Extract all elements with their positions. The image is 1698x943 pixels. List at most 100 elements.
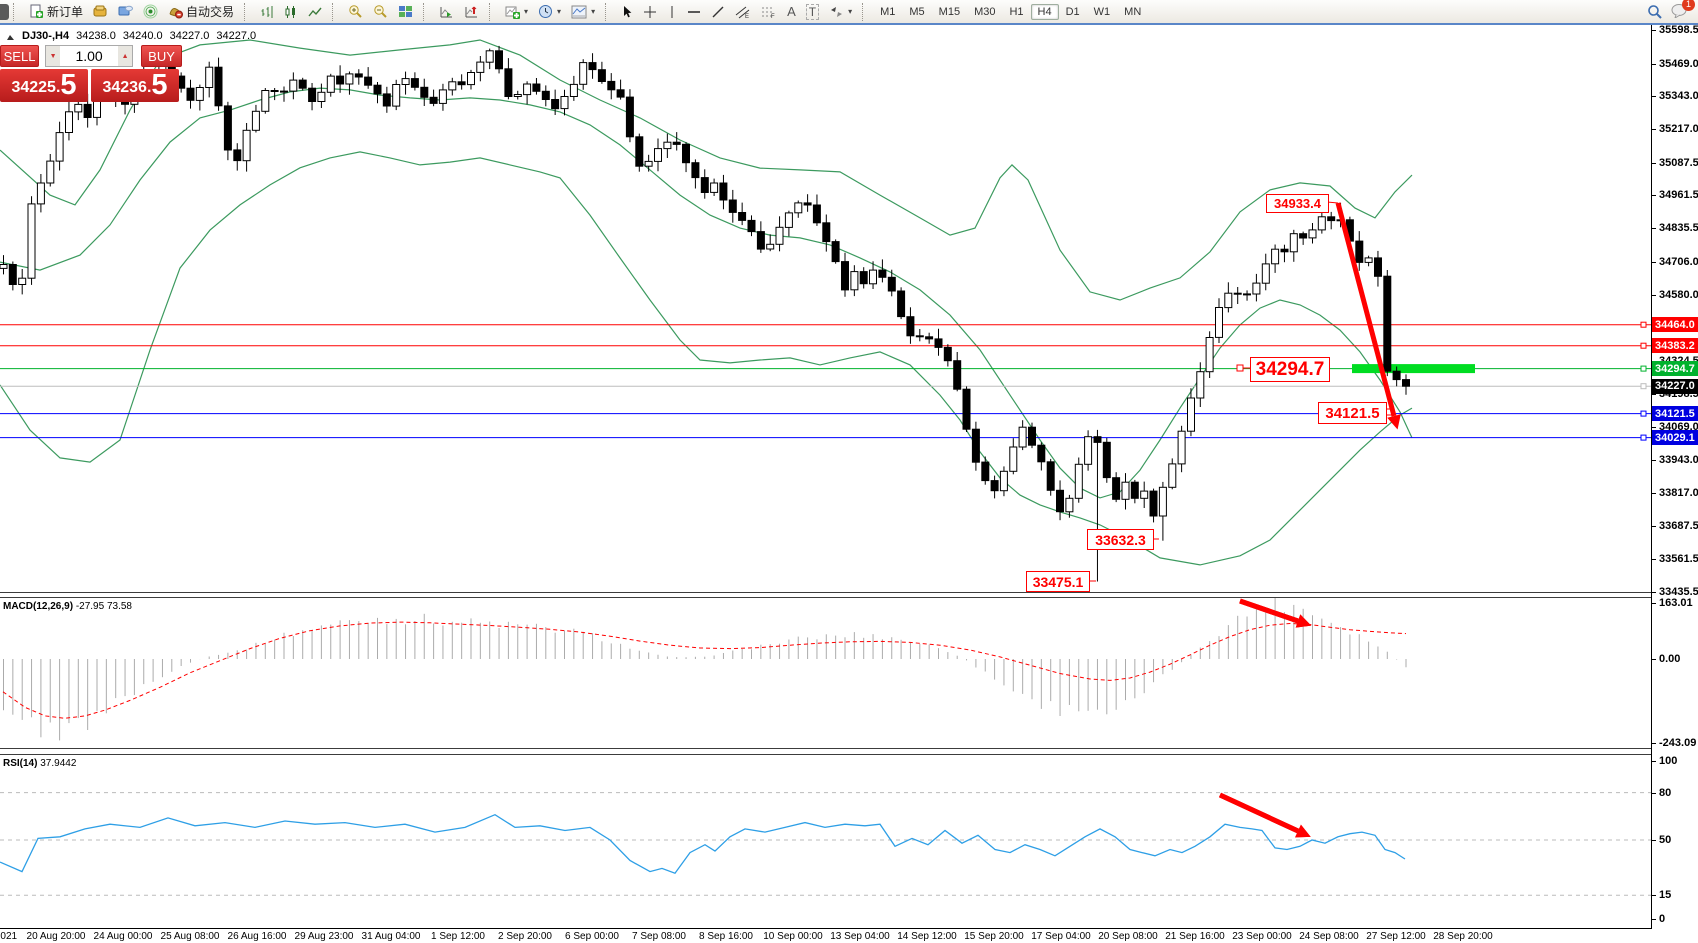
toolbar-separator	[244, 2, 250, 21]
support-highlight-bar[interactable]	[1352, 364, 1475, 374]
crosshair-button[interactable]	[638, 1, 662, 23]
lot-increase-button[interactable]: ▲	[118, 46, 133, 66]
line-handle[interactable]	[1640, 342, 1647, 349]
timeframe-d1-button[interactable]: D1	[1065, 5, 1080, 18]
time-axis-label: 23 Sep 00:00	[1232, 931, 1292, 942]
line-handle[interactable]	[1640, 365, 1647, 372]
buy-button[interactable]: BUY	[141, 45, 182, 67]
timeframe-w1-button[interactable]: W1	[1093, 5, 1111, 18]
rsi-tick-mark	[1652, 919, 1656, 920]
horizontal-line-button[interactable]	[682, 1, 706, 23]
price-annotation-label[interactable]: 33632.3	[1087, 529, 1154, 550]
line-handle[interactable]	[1640, 434, 1647, 441]
periods-button[interactable]: ▾	[533, 1, 566, 23]
timeframe-mn-button[interactable]: MN	[1124, 5, 1142, 18]
sell-price-display[interactable]: 34225. 5	[0, 69, 88, 102]
notifications-icon[interactable]: 1	[1671, 0, 1695, 21]
timeframe-h4-button[interactable]: H4	[1030, 3, 1059, 20]
lot-decrease-button[interactable]: ▼	[46, 46, 61, 66]
indicators-caret[interactable]: ▾	[524, 7, 529, 16]
trendline-button[interactable]	[706, 1, 730, 23]
candle-body	[1037, 444, 1046, 463]
auto-scroll-button[interactable]	[434, 1, 459, 23]
price-annotation-label[interactable]: 34121.5	[1318, 402, 1387, 424]
sell-button[interactable]: SELL	[0, 45, 40, 67]
zoom-out-button[interactable]	[368, 1, 393, 23]
objects-group: ▾ ▾ ▾	[497, 0, 603, 23]
chart-shift-button[interactable]	[459, 1, 484, 23]
candlestick-button[interactable]	[279, 1, 303, 23]
candle-body	[943, 346, 952, 362]
chart-header: DJ30-,H4 34238.0 34240.0 34227.0 34227.0	[6, 30, 256, 42]
rsi-panel-canvas[interactable]	[0, 755, 1651, 928]
candle-body	[625, 96, 634, 138]
timeframe-m30-button[interactable]: M30	[974, 5, 996, 18]
price-tick-mark	[1652, 427, 1656, 429]
line-handle[interactable]	[1640, 321, 1647, 328]
shapes-caret[interactable]: ▾	[848, 7, 853, 16]
tile-windows-icon	[399, 6, 413, 17]
market-watch-button[interactable]	[88, 1, 113, 23]
price-tick-label: 34706.0	[1659, 255, 1698, 268]
zoom-in-button[interactable]	[343, 1, 368, 23]
tile-windows-button[interactable]	[393, 1, 418, 23]
line-handle[interactable]	[1640, 383, 1647, 390]
candle-body	[850, 271, 859, 291]
signals-icon	[143, 4, 158, 19]
templates-button[interactable]: ▾	[566, 1, 600, 23]
trend-arrow[interactable]	[1335, 202, 1401, 430]
candle-body	[1196, 371, 1205, 399]
candle-body	[1261, 263, 1270, 284]
candle-body	[1224, 292, 1233, 309]
candle-body	[1402, 379, 1410, 387]
search-icon[interactable]	[1647, 4, 1663, 20]
buy-price-display[interactable]: 34236. 5	[91, 69, 179, 102]
trend-arrow[interactable]	[1239, 598, 1312, 628]
terminal-button[interactable]	[113, 1, 138, 23]
main-chart-canvas[interactable]	[0, 25, 1651, 592]
lot-size-input[interactable]: 1.00	[75, 48, 103, 64]
templates-caret[interactable]: ▾	[591, 7, 596, 16]
macd-tick-mark	[1652, 742, 1656, 744]
autotrade-button[interactable]: 自动交易	[163, 1, 239, 23]
price-axis[interactable]: 35598.5 35469.0 35343.0 35217.0 35087.5 34961…	[1651, 24, 1698, 929]
signals-button[interactable]	[138, 1, 163, 23]
new-order-button[interactable]: 新订单	[24, 1, 88, 23]
candle-body	[523, 83, 532, 96]
channel-button[interactable]: E	[730, 1, 756, 23]
periods-caret[interactable]: ▾	[557, 7, 562, 16]
panel-divider[interactable]	[0, 592, 1652, 598]
timeframe-m15-button[interactable]: M15	[938, 5, 961, 18]
timeframe-m5-button[interactable]: M5	[909, 5, 925, 18]
trade-group: 新订单 自动交易	[21, 0, 242, 23]
price-annotation-label[interactable]: 34294.7	[1250, 357, 1330, 382]
label-button[interactable]: T	[801, 1, 824, 23]
timeframe-h1-button[interactable]: H1	[1009, 5, 1024, 18]
price-annotation-label[interactable]: 34933.4	[1266, 194, 1329, 213]
text-button[interactable]: A	[782, 1, 801, 23]
price-annotation-label[interactable]: 33475.1	[1026, 571, 1090, 592]
annotation-handle[interactable]	[1236, 364, 1244, 372]
bar-chart-button[interactable]	[255, 1, 279, 23]
cursor-button[interactable]	[616, 1, 638, 23]
window-menu-icon[interactable]	[0, 3, 9, 20]
candle-body	[1121, 481, 1130, 500]
candle-body	[1084, 436, 1093, 465]
line-handle[interactable]	[1640, 410, 1647, 417]
price-tick-mark	[1652, 195, 1656, 197]
indicators-button[interactable]: ▾	[500, 1, 533, 23]
autotrade-icon	[169, 8, 184, 19]
trend-arrow[interactable]	[1218, 792, 1311, 838]
macd-panel-canvas[interactable]	[0, 598, 1651, 747]
line-chart-button[interactable]	[303, 1, 327, 23]
price-tick-label: 33561.5	[1659, 553, 1698, 566]
shapes-button[interactable]: ▾	[824, 1, 857, 23]
candle-body	[775, 226, 784, 245]
vertical-line-button[interactable]	[662, 1, 682, 23]
ohlc-open: 34238.0	[76, 30, 116, 42]
price-tick-mark	[1652, 162, 1656, 164]
panel-divider[interactable]	[0, 748, 1652, 755]
fibonacci-button[interactable]: F	[756, 1, 782, 23]
timeframe-m1-button[interactable]: M1	[880, 5, 896, 18]
